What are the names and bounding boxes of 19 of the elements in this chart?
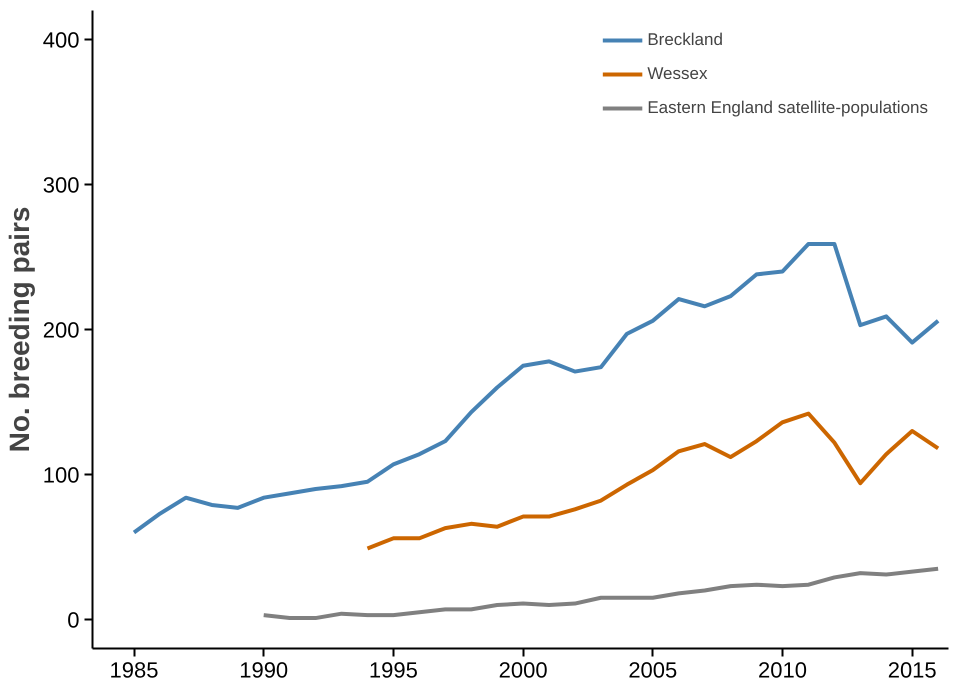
x-tick-label: 1990	[239, 658, 288, 680]
y-tick-label: 200	[42, 318, 80, 342]
line-series	[132, 242, 940, 534]
legend-label: Wessex	[647, 64, 708, 84]
y-axis-title: No. breeding pairs	[4, 206, 35, 452]
x-tick-label: 2010	[758, 658, 807, 680]
x-tick-label: 2000	[498, 658, 548, 680]
y-tick-label: 300	[42, 172, 80, 198]
x-tick-label: 2015	[888, 658, 937, 680]
line-series	[262, 566, 940, 620]
line-series	[365, 412, 940, 550]
x-tick-label: 1995	[368, 658, 418, 680]
y-tick-label: 400	[42, 28, 80, 52]
y-tick-label: 0	[67, 608, 80, 632]
x-tick-label: 2005	[628, 658, 678, 680]
legend-label: Breckland	[647, 30, 723, 50]
x-tick-label: 1985	[110, 658, 158, 680]
legend-label: Eastern England satellite-populations	[647, 98, 928, 118]
y-tick-label: 100	[42, 462, 80, 488]
